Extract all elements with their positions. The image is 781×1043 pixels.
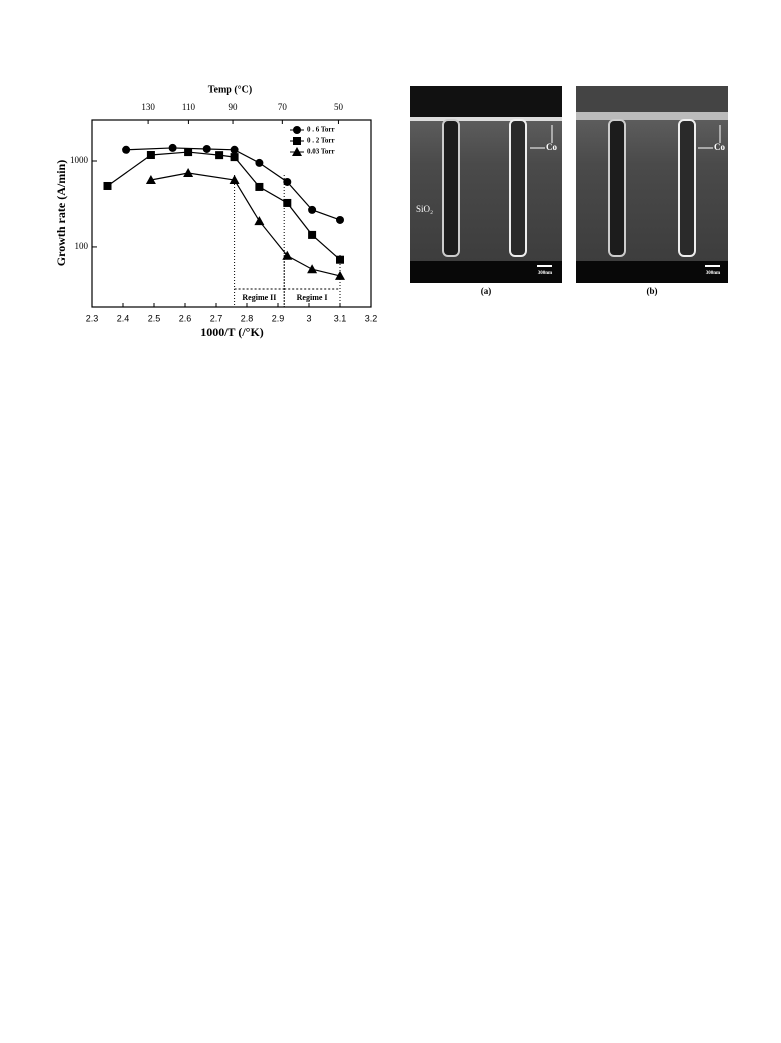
x2-tick-label: 50 bbox=[334, 102, 344, 112]
point bbox=[335, 270, 345, 280]
point bbox=[308, 230, 317, 239]
point bbox=[282, 250, 293, 260]
caption: (a) bbox=[481, 286, 492, 296]
x-tick-label: 2.5 bbox=[148, 313, 161, 323]
caption: (b) bbox=[647, 286, 658, 296]
point bbox=[183, 168, 194, 178]
label-co: Co bbox=[546, 142, 557, 152]
x-tick-label: 3.2 bbox=[365, 313, 378, 323]
x-tick-label: 2.4 bbox=[117, 313, 130, 323]
point bbox=[293, 126, 301, 134]
legend-label: 0.03 Torr bbox=[307, 148, 335, 156]
x-tick-label: 3.1 bbox=[334, 313, 347, 323]
point bbox=[292, 147, 302, 156]
scale-bar: 300nm bbox=[538, 271, 553, 276]
point bbox=[103, 181, 112, 190]
legend-label: 0 . 2 Torr bbox=[307, 137, 335, 145]
x-tick-label: 2.6 bbox=[179, 313, 192, 323]
x2-tick-label: 70 bbox=[278, 102, 288, 112]
series-line bbox=[126, 147, 341, 221]
point bbox=[283, 177, 292, 186]
point bbox=[255, 158, 264, 167]
point bbox=[202, 144, 211, 153]
y-tick-label: 1000 bbox=[70, 155, 89, 165]
point bbox=[293, 137, 301, 145]
plot-frame bbox=[91, 119, 372, 308]
point bbox=[230, 145, 239, 154]
scale-bar: 300nm bbox=[706, 271, 721, 276]
x-tick-label: 2.9 bbox=[272, 313, 285, 323]
point bbox=[336, 255, 344, 264]
sem-image-a: Co SiO₂ 300nm (a) bbox=[410, 86, 562, 296]
legend-label: 0 . 6 Torr bbox=[307, 126, 335, 134]
point bbox=[230, 153, 239, 162]
series-line bbox=[150, 172, 341, 277]
regime-label: Regime II bbox=[242, 293, 276, 302]
x-axis-title: 1000/T (/°K) bbox=[200, 325, 264, 339]
point bbox=[215, 151, 224, 160]
y-axis-title: Growth rate (A/min) bbox=[54, 160, 68, 266]
point bbox=[308, 205, 317, 214]
point bbox=[336, 215, 344, 224]
x-tick-label: 2.8 bbox=[241, 313, 254, 323]
x-tick-label: 2.7 bbox=[210, 313, 223, 323]
point bbox=[168, 143, 177, 152]
x2-tick-label: 110 bbox=[182, 102, 196, 112]
series-line bbox=[107, 151, 341, 261]
label-sio2: SiO₂ bbox=[416, 204, 433, 214]
x2-tick-label: 90 bbox=[229, 102, 239, 112]
point bbox=[184, 148, 193, 157]
y-tick-label: 100 bbox=[75, 241, 89, 251]
x2-tick-label: 130 bbox=[141, 102, 155, 112]
x-tick-label: 3 bbox=[306, 313, 311, 323]
point bbox=[229, 175, 240, 185]
x-tick-label: 2.3 bbox=[86, 313, 99, 323]
regime-label: Regime I bbox=[297, 293, 328, 302]
sem-image-b: Co 300nm (b) bbox=[576, 86, 728, 296]
point bbox=[283, 198, 292, 207]
point bbox=[307, 264, 318, 274]
chart: Temp (°C) 1000/T (/°K) Growth rate (A/mi… bbox=[54, 84, 378, 338]
x2-axis-title: Temp (°C) bbox=[208, 84, 252, 95]
point bbox=[146, 151, 155, 160]
point bbox=[254, 216, 265, 226]
point bbox=[145, 175, 156, 185]
point bbox=[122, 145, 131, 154]
point bbox=[255, 182, 264, 191]
label-co: Co bbox=[714, 142, 725, 152]
